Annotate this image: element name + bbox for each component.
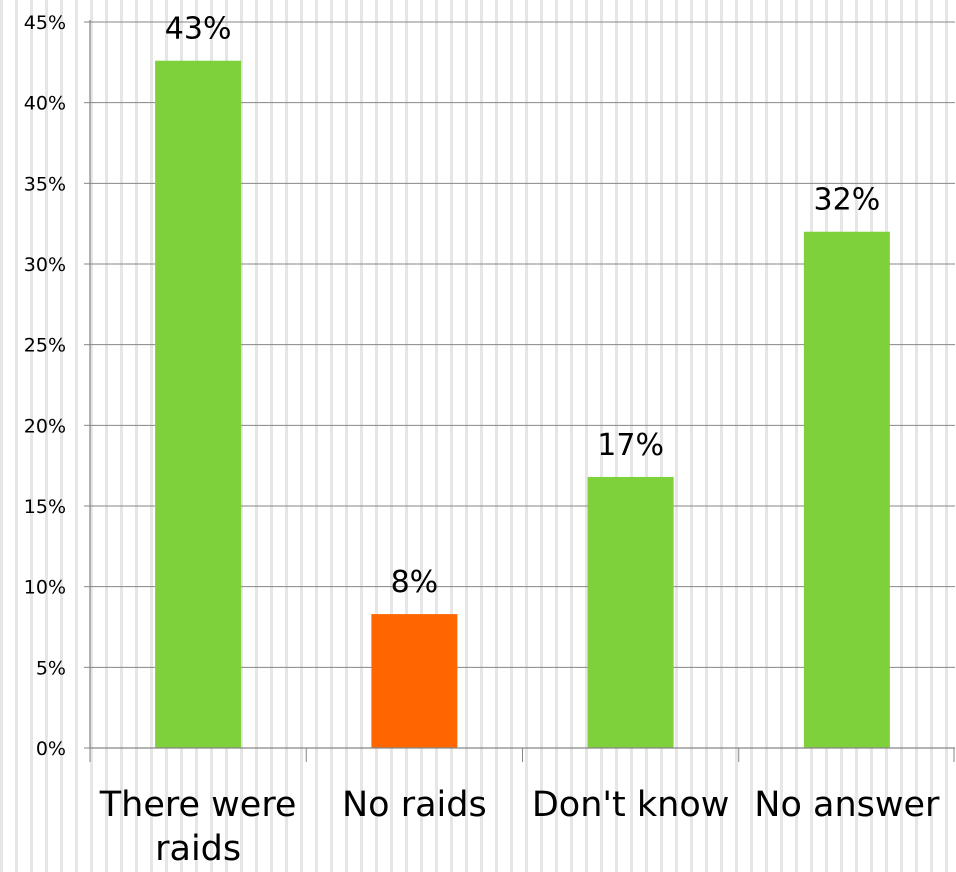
x-tick-label: Don't know	[532, 785, 730, 825]
y-axis-tick-labels: 0% 5% 10% 15% 20% 25% 30% 35% 40% 45%	[24, 12, 66, 760]
data-label: 8%	[391, 565, 439, 600]
x-tick-label-line: raids	[155, 829, 241, 869]
y-tick-label: 0%	[36, 738, 66, 760]
x-tick-label-line: Don't know	[532, 785, 730, 825]
x-tick-label-line: No raids	[342, 785, 487, 825]
bar	[587, 476, 674, 748]
y-tick-label: 15%	[24, 496, 66, 518]
x-tick-label-line: There were	[99, 785, 297, 825]
x-tick-label: No raids	[342, 785, 487, 825]
y-tick-label: 30%	[24, 254, 66, 276]
y-tick-label: 5%	[36, 657, 66, 679]
bar	[155, 60, 242, 749]
data-labels: 43% 8% 17% 32%	[165, 12, 880, 600]
y-tick-label: 20%	[24, 415, 66, 437]
data-label: 32%	[814, 183, 881, 218]
bar	[803, 231, 890, 748]
y-tick-label: 25%	[24, 335, 66, 357]
bar	[371, 614, 458, 748]
bars	[155, 60, 890, 749]
x-tick-label-line: No answer	[754, 785, 940, 825]
y-tick-label: 10%	[24, 577, 66, 599]
x-axis-tick-labels: There were raids No raids Don't know No answ…	[99, 785, 940, 869]
data-label: 43%	[165, 12, 232, 47]
axes	[84, 20, 955, 762]
x-tick-label: There were raids	[99, 785, 297, 869]
data-label: 17%	[597, 428, 664, 463]
y-tick-label: 45%	[24, 12, 66, 34]
y-tick-label: 35%	[24, 173, 66, 195]
y-tick-label: 40%	[24, 93, 66, 115]
x-tick-label: No answer	[754, 785, 940, 825]
